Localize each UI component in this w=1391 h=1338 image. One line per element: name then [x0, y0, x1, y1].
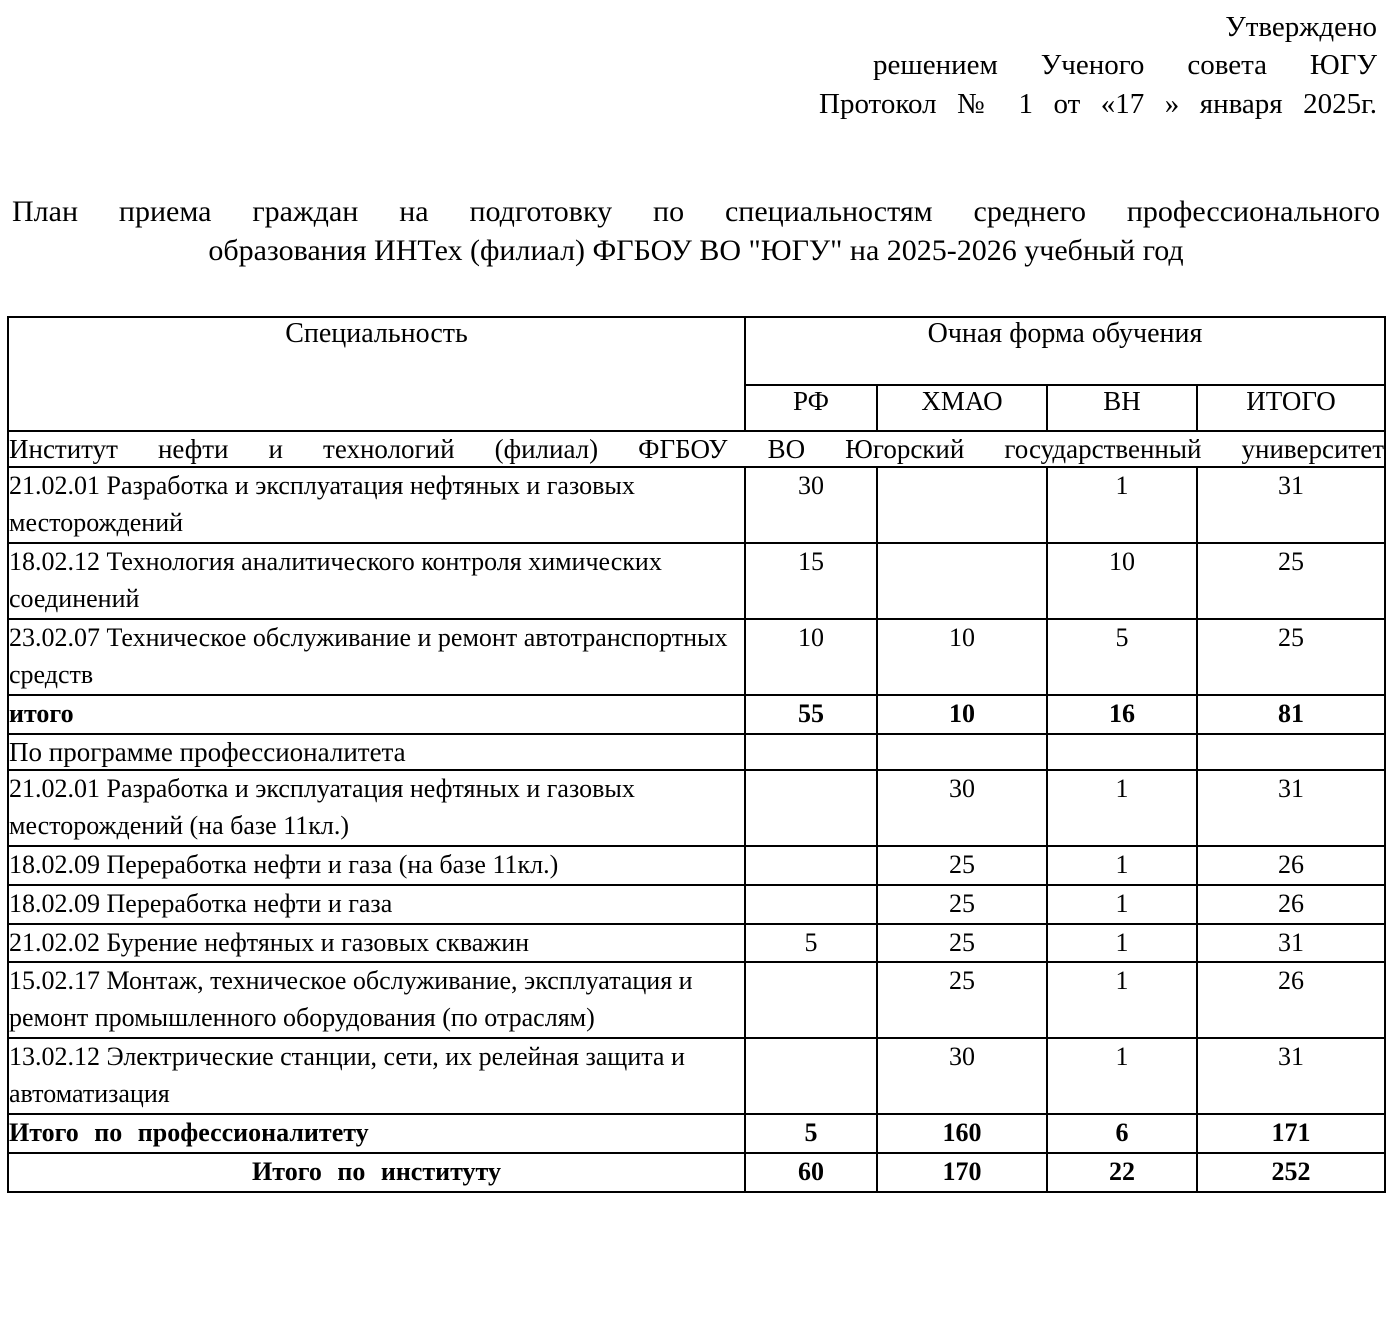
table-header-row-main: Специальность Очная форма обучения [7, 316, 1386, 432]
cell-rf: 30 [744, 466, 878, 545]
table-section-header-row: Институт нефти и технологий (филиал) ФГБ… [7, 429, 1386, 469]
cell-total: 26 [1196, 844, 1386, 886]
cell-rf [744, 844, 878, 886]
table-row: 18.02.09 Переработка нефти и газа (на ба… [7, 844, 1386, 886]
cell-hmao: 170 [876, 1151, 1048, 1193]
table-header-row-sub: РФ ХМАО ВН ИТОГО [8, 384, 1386, 432]
cell-hmao: 25 [876, 961, 1048, 1040]
cell-specialty: 21.02.01 Разработка и эксплуатация нефтя… [7, 466, 746, 545]
table-row: 23.02.07 Техническое обслуживание и ремо… [7, 617, 1386, 696]
cell-hmao: 25 [876, 844, 1048, 886]
cell-specialty: итого [7, 693, 746, 735]
cell-total: 171 [1196, 1113, 1386, 1154]
cell-vn: 6 [1046, 1113, 1198, 1154]
column-header-rf: РФ [744, 384, 878, 432]
cell-total: 252 [1196, 1151, 1386, 1193]
cell-vn: 1 [1046, 883, 1198, 925]
cell-rf [744, 768, 878, 847]
cell-hmao: 10 [876, 617, 1048, 696]
column-header-total: ИТОГО [1196, 384, 1386, 432]
column-header-vn: ВН [1046, 384, 1198, 432]
cell-total: 26 [1196, 961, 1386, 1040]
cell-total: 25 [1196, 617, 1386, 696]
cell-specialty: Итого по профессионалитету [7, 1113, 746, 1154]
table-grand-total-row: Итого по институту 60 170 22 252 [7, 1151, 1386, 1193]
approval-line-approved: Утверждено [1225, 11, 1377, 43]
cell-total: 31 [1196, 466, 1386, 545]
cell-rf: 55 [744, 693, 878, 735]
cell-specialty: 18.02.12 Технология аналитического контр… [7, 542, 746, 620]
cell-vn [1046, 732, 1198, 771]
admission-plan-table: Специальность Очная форма обучения РФ ХМ… [7, 316, 1386, 1193]
table-row: 18.02.12 Технология аналитического контр… [7, 542, 1386, 620]
table-body: Институт нефти и технологий (филиал) ФГБ… [7, 429, 1386, 1193]
table-subsection-row: По программе профессионалитета [7, 732, 1386, 771]
cell-total: 31 [1196, 1037, 1386, 1116]
cell-rf [744, 732, 878, 771]
cell-rf [744, 1037, 878, 1116]
table-row: 13.02.12 Электрические станции, сети, их… [7, 1037, 1386, 1116]
page-title-line-2: образования ИНТех (филиал) ФГБОУ ВО "ЮГУ… [208, 234, 1184, 267]
cell-specialty: По программе профессионалитета [7, 732, 746, 771]
cell-hmao: 160 [876, 1113, 1048, 1154]
cell-vn: 1 [1046, 1037, 1198, 1116]
cell-hmao: 25 [876, 883, 1048, 925]
cell-vn: 1 [1046, 922, 1198, 964]
cell-rf [744, 883, 878, 925]
cell-vn: 1 [1046, 768, 1198, 847]
column-header-hmao: ХМАО [876, 384, 1048, 432]
cell-total: 26 [1196, 883, 1386, 925]
cell-total: 31 [1196, 768, 1386, 847]
page-title: План приема граждан на подготовку по спе… [12, 192, 1380, 270]
cell-vn: 1 [1046, 844, 1198, 886]
cell-vn: 1 [1046, 466, 1198, 545]
cell-specialty: Итого по институту [7, 1151, 746, 1193]
cell-vn: 10 [1046, 542, 1198, 620]
table-row: 15.02.17 Монтаж, техническое обслуживани… [7, 961, 1386, 1040]
table-row: 18.02.09 Переработка нефти и газа 25 1 26 [7, 883, 1386, 925]
cell-specialty: 13.02.12 Электрические станции, сети, их… [7, 1037, 746, 1116]
cell-hmao [876, 542, 1048, 620]
approval-block: Утверждено решением Ученого совета ЮГУ П… [815, 8, 1377, 123]
column-header-study-form: Очная форма обучения [744, 316, 1386, 386]
cell-hmao [876, 466, 1048, 545]
table-total-row: Итого по профессионалитету 5 160 6 171 [7, 1113, 1386, 1154]
cell-vn: 5 [1046, 617, 1198, 696]
approval-line-council: решением Ученого совета ЮГУ [873, 49, 1377, 82]
cell-total [1196, 732, 1386, 771]
cell-hmao: 30 [876, 1037, 1048, 1116]
cell-specialty: 21.02.02 Бурение нефтяных и газовых сква… [7, 922, 746, 964]
table-total-row: итого 55 10 16 81 [7, 693, 1386, 735]
table-header: Специальность Очная форма обучения РФ ХМ… [7, 316, 1386, 432]
cell-total: 25 [1196, 542, 1386, 620]
cell-specialty: 23.02.07 Техническое обслуживание и ремо… [7, 617, 746, 696]
cell-vn: 16 [1046, 693, 1198, 735]
table-row: 21.02.01 Разработка и эксплуатация нефтя… [7, 466, 1386, 545]
cell-total: 81 [1196, 693, 1386, 735]
approval-line-protocol: Протокол № 1 от «17 » января 2025г. [819, 87, 1377, 120]
cell-specialty: 18.02.09 Переработка нефти и газа (на ба… [7, 844, 746, 886]
page-title-line-1: План приема граждан на подготовку по спе… [12, 195, 1380, 228]
cell-hmao: 25 [876, 922, 1048, 964]
cell-rf: 60 [744, 1151, 878, 1193]
table-row: 21.02.01 Разработка и эксплуатация нефтя… [7, 768, 1386, 847]
cell-hmao [876, 732, 1048, 771]
cell-hmao: 30 [876, 768, 1048, 847]
cell-rf: 10 [744, 617, 878, 696]
cell-vn: 1 [1046, 961, 1198, 1040]
cell-rf [744, 961, 878, 1040]
section-header-label: Институт нефти и технологий (филиал) ФГБ… [7, 429, 1386, 469]
cell-vn: 22 [1046, 1151, 1198, 1193]
table-row: 21.02.02 Бурение нефтяных и газовых сква… [7, 922, 1386, 964]
cell-rf: 5 [744, 1113, 878, 1154]
cell-rf: 5 [744, 922, 878, 964]
cell-specialty: 21.02.01 Разработка и эксплуатация нефтя… [7, 768, 746, 847]
cell-total: 31 [1196, 922, 1386, 964]
cell-specialty: 18.02.09 Переработка нефти и газа [7, 883, 746, 925]
cell-hmao: 10 [876, 693, 1048, 735]
cell-rf: 15 [744, 542, 878, 620]
column-header-specialty: Специальность [7, 316, 746, 432]
cell-specialty: 15.02.17 Монтаж, техническое обслуживани… [7, 961, 746, 1040]
